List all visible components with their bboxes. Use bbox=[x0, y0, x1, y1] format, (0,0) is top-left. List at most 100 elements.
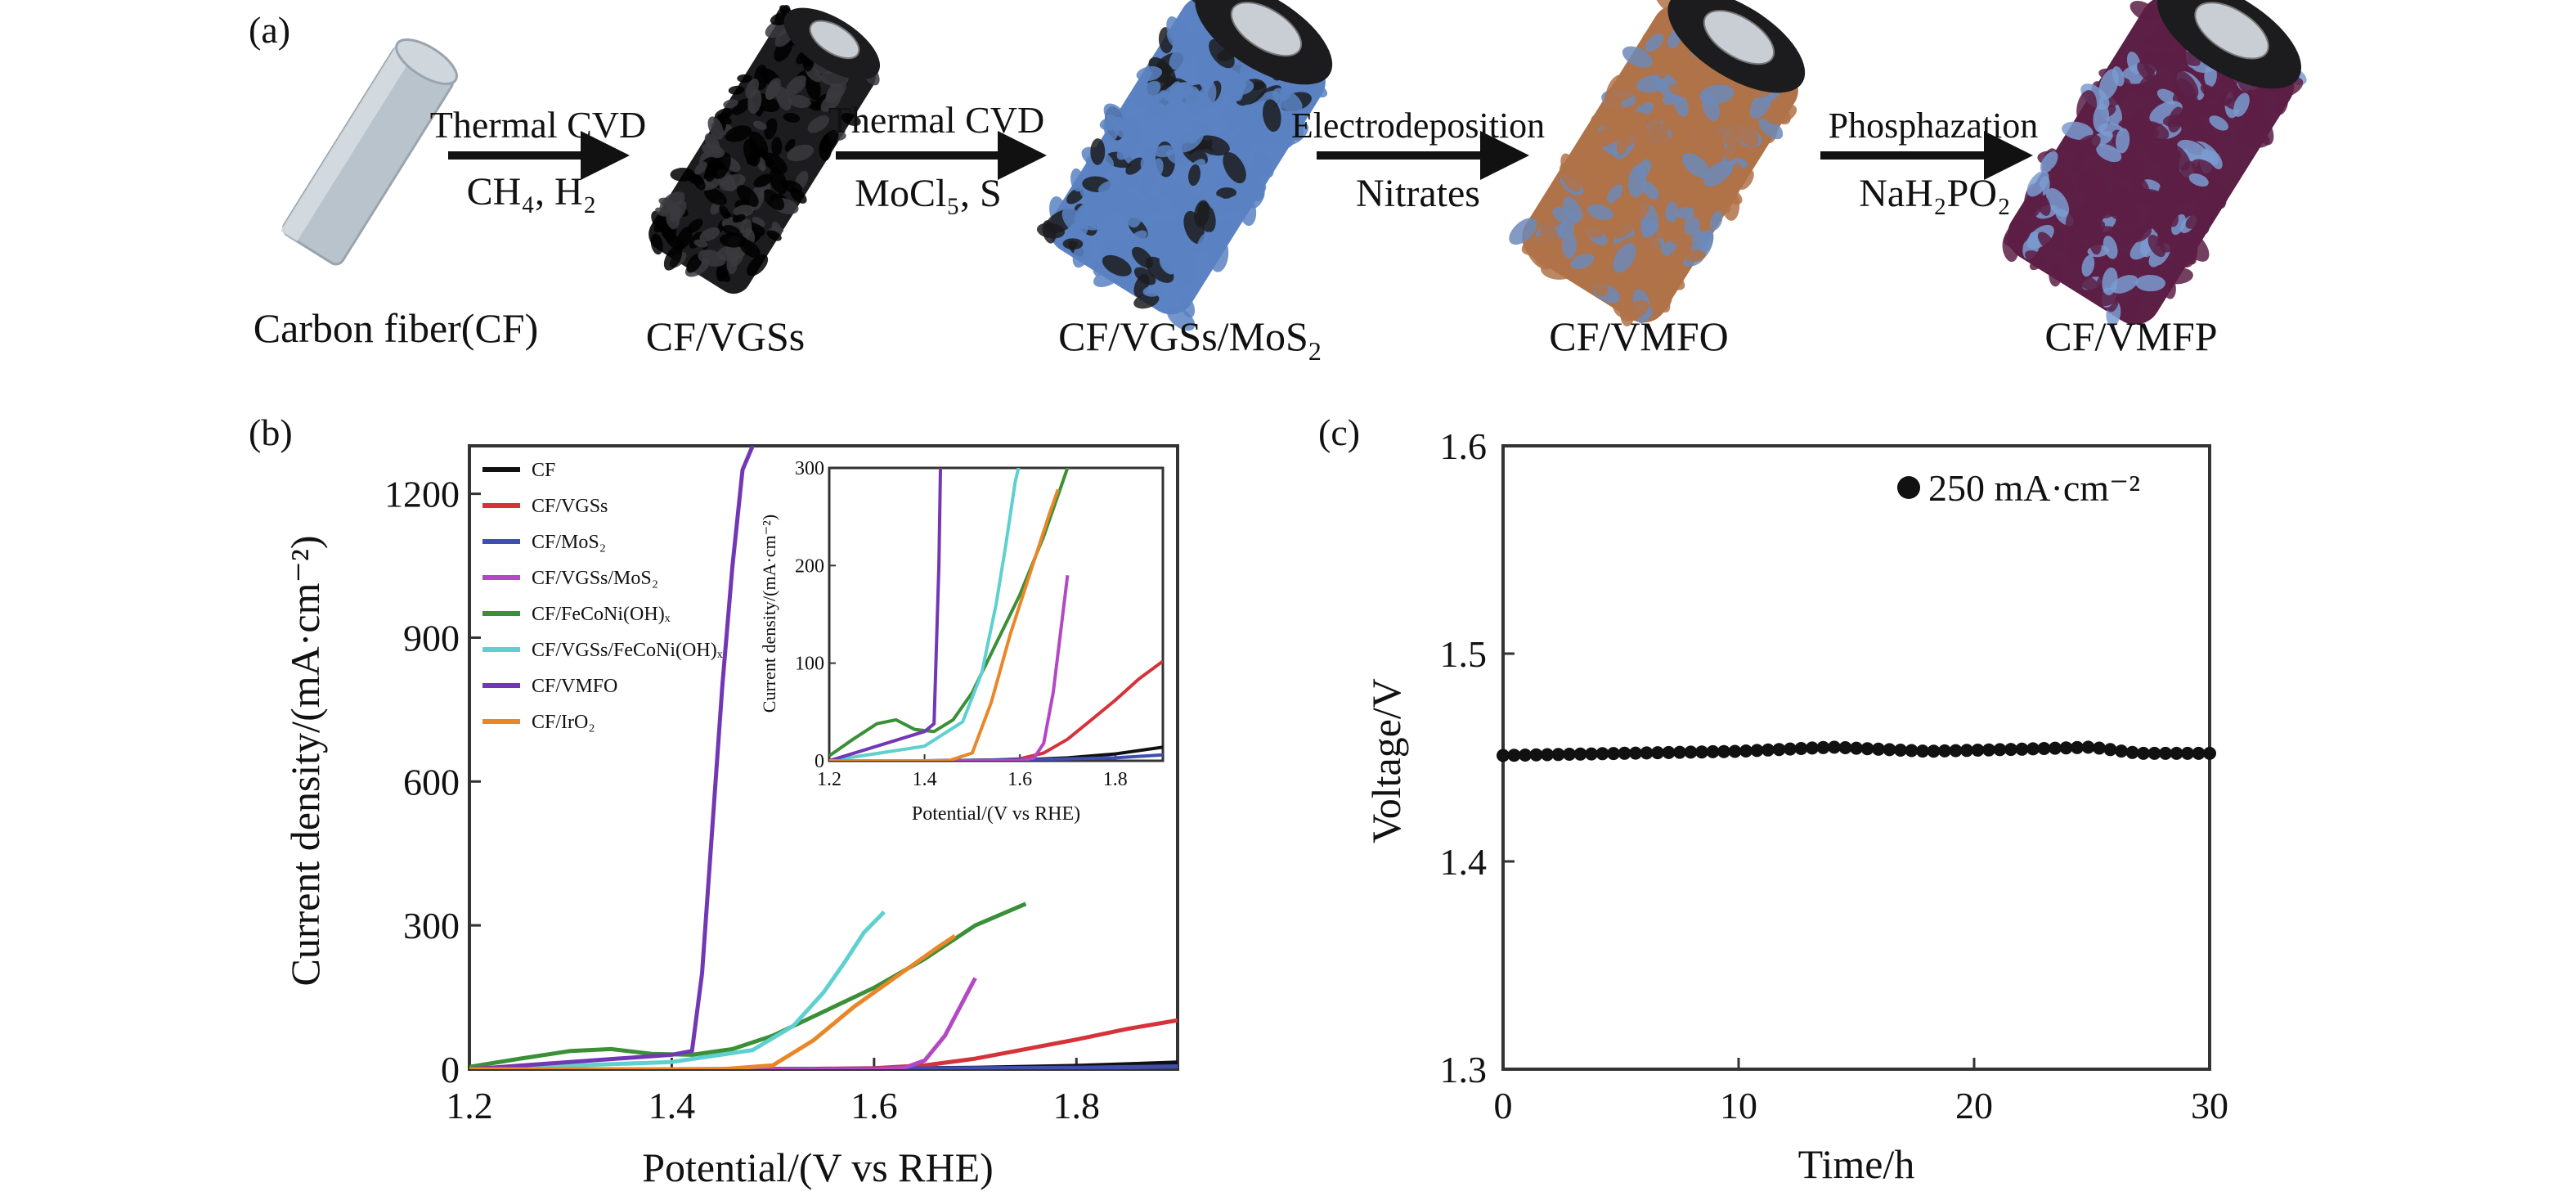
panel-b-y-tick-label: 1200 bbox=[384, 474, 460, 515]
panel-b-axes: 1.2 1.4 1.6 1.8 0 300 600 900 1200 bbox=[384, 474, 1100, 1126]
rod-cf-vmfo bbox=[1509, 0, 1806, 327]
panel-b-series-line-5 bbox=[469, 910, 886, 1069]
panel-a: (a) Thermal CVD CH₄, H₂ Thermal CVD MoCl… bbox=[249, 0, 2307, 366]
panel-c-data-point bbox=[2059, 741, 2073, 755]
arrow-2-bottom-label: MoCl₅, S bbox=[855, 172, 1001, 215]
inset-x-tick-label: 1.2 bbox=[817, 769, 841, 790]
panel-b-x-axis-label: Potential/(V vs RHE) bbox=[642, 1144, 994, 1190]
panel-b-y-tick-label: 600 bbox=[403, 761, 460, 803]
panel-c-data-point bbox=[1607, 747, 1620, 761]
panel-c-data-point bbox=[1507, 749, 1521, 762]
panel-c-data-point bbox=[1618, 746, 1631, 760]
panel-c-y-tick-label: 1.3 bbox=[1440, 1049, 1488, 1090]
panel-c-data-point bbox=[2015, 742, 2029, 756]
panel-c-y-tick-label: 1.5 bbox=[1440, 633, 1488, 675]
panel-b-x-tick-label: 1.4 bbox=[648, 1085, 696, 1126]
arrow-3-bottom-label: Nitrates bbox=[1356, 172, 1480, 215]
panel-c-data-point bbox=[1684, 745, 1698, 759]
panel-c-data-point bbox=[1728, 744, 1742, 758]
panel-b-x-tick-label: 1.8 bbox=[1053, 1085, 1101, 1126]
panel-c-data-point bbox=[2004, 743, 2017, 757]
inset-series bbox=[829, 468, 1163, 761]
panel-c-data-point bbox=[1949, 744, 1963, 758]
inset-x-tick-label: 1.4 bbox=[913, 769, 937, 790]
panel-c-data-point bbox=[1595, 747, 1609, 761]
panel-b-series-line-7 bbox=[469, 933, 957, 1069]
panel-c-data-point bbox=[1938, 744, 1951, 758]
arrow-4-top-label: Phosphazation bbox=[1829, 106, 2039, 146]
panel-c-legend: 250 mA·cm⁻² bbox=[1897, 467, 2140, 509]
panel-c-data-point bbox=[2103, 743, 2117, 757]
panel-c-data-point bbox=[1519, 749, 1532, 762]
inset-x-tick-label: 1.6 bbox=[1008, 769, 1032, 790]
panel-b-legend: CF CF/VGSs CF/MoS₂ CF/VGSs/MoS₂ CF/FeCoNi(OH… bbox=[482, 460, 723, 733]
panel-c-data-point bbox=[1905, 744, 1919, 758]
panel-c-data-point bbox=[1883, 743, 1896, 757]
panel-c-x-axis-label: Time/h bbox=[1798, 1141, 1915, 1187]
panel-c-data-point bbox=[1927, 744, 1941, 758]
panel-c-data-point bbox=[1662, 745, 1676, 759]
panel-c-data-point bbox=[2071, 740, 2084, 754]
rod-cf-vmfp bbox=[2002, 0, 2307, 326]
inset-y-tick-label: 200 bbox=[795, 555, 824, 577]
inset-plot-frame bbox=[828, 466, 1165, 762]
panel-c-data-point bbox=[1673, 745, 1686, 759]
panel-c-data-point bbox=[1750, 744, 1764, 758]
panel-c-data-point bbox=[2049, 741, 2062, 755]
panel-c: (c) 0 10 20 30 1.3 1.4 1.5 1.6 Time/h Voltage/V… bbox=[1318, 411, 2228, 1187]
inset-y-tick-label: 0 bbox=[815, 751, 824, 772]
panel-b-legend-label-7: CF/IrO₂ bbox=[532, 712, 595, 733]
panel-c-data-point bbox=[2192, 746, 2206, 760]
panel-b-legend-label-2: CF/MoS₂ bbox=[532, 532, 606, 553]
panel-b-legend-label-0: CF bbox=[532, 460, 555, 481]
panel-c-data-point bbox=[1497, 749, 1510, 762]
inset-axes: 1.2 1.4 1.6 1.8 0 100 200 300 bbox=[795, 458, 1128, 790]
panel-c-data-point bbox=[2115, 744, 2128, 758]
stage-caption-cf-vgss-mos2: CF/VGSs/MoS2 bbox=[1058, 313, 1322, 366]
stage-caption-cf-vgss: CF/VGSs bbox=[646, 313, 806, 359]
panel-c-data-point bbox=[2181, 746, 2194, 760]
panel-b-label: (b) bbox=[249, 411, 293, 453]
panel-c-legend-label: 250 mA·cm⁻² bbox=[1928, 467, 2140, 509]
panel-c-data-point bbox=[1828, 740, 1841, 754]
panel-c-y-tick-label: 1.4 bbox=[1440, 841, 1488, 883]
arrow-2-top-label: Thermal CVD bbox=[828, 99, 1044, 141]
panel-c-data-point bbox=[2037, 742, 2051, 755]
panel-c-series bbox=[1497, 740, 2216, 762]
inset-y-tick-label: 300 bbox=[795, 458, 824, 479]
panel-c-label: (c) bbox=[1318, 411, 1360, 453]
panel-b-x-tick-label: 1.6 bbox=[850, 1085, 898, 1126]
panel-c-data-point bbox=[1551, 748, 1565, 762]
panel-c-data-point bbox=[2081, 740, 2095, 754]
panel-c-data-point bbox=[1563, 748, 1576, 761]
panel-b-series-line-4 bbox=[469, 901, 1027, 1069]
panel-b-y-tick-label: 300 bbox=[403, 905, 460, 946]
panel-c-data-point bbox=[1860, 742, 1874, 756]
panel-b-legend-label-5: CF/VGSs/FeCoNi(OH)ₓ bbox=[532, 640, 723, 661]
panel-c-data-point bbox=[2026, 742, 2040, 756]
stage-caption-cf-vmfo: CF/VMFO bbox=[1549, 313, 1729, 359]
panel-c-data-point bbox=[1739, 744, 1752, 758]
inset-series-line-5 bbox=[829, 468, 1021, 761]
stage-caption-cf-vmfp: CF/VMFP bbox=[2044, 313, 2217, 359]
panel-c-data-point bbox=[2137, 746, 2150, 760]
panel-c-data-point bbox=[1850, 741, 1863, 755]
inset-series-line-7 bbox=[829, 488, 1060, 761]
panel-a-label: (a) bbox=[249, 9, 290, 51]
arrow-3-top-label: Electrodeposition bbox=[1291, 106, 1545, 146]
panel-c-data-point bbox=[1772, 743, 1786, 757]
stage-caption-cf: Carbon fiber(CF) bbox=[254, 305, 539, 351]
panel-c-y-axis-label: Voltage/V bbox=[1363, 678, 1409, 843]
panel-c-data-point bbox=[1872, 742, 1885, 756]
inset-y-tick-label: 100 bbox=[795, 654, 824, 675]
panel-c-data-point bbox=[1717, 744, 1730, 758]
panel-c-data-point bbox=[2170, 746, 2183, 760]
stage-caption-cf-vgss-mos2-sub: 2 bbox=[1308, 336, 1322, 366]
panel-b-y-tick-label: 0 bbox=[441, 1049, 460, 1090]
panel-c-data-point bbox=[2093, 741, 2106, 755]
panel-c-data-point bbox=[1960, 744, 1973, 758]
panel-c-data-point bbox=[1706, 744, 1720, 758]
rod-cf-vgss bbox=[648, 5, 881, 295]
carbon-fiber-illustration bbox=[280, 38, 458, 266]
stage-caption-cf-vgss-mos2-main: CF/VGSs/MoS bbox=[1058, 313, 1308, 359]
